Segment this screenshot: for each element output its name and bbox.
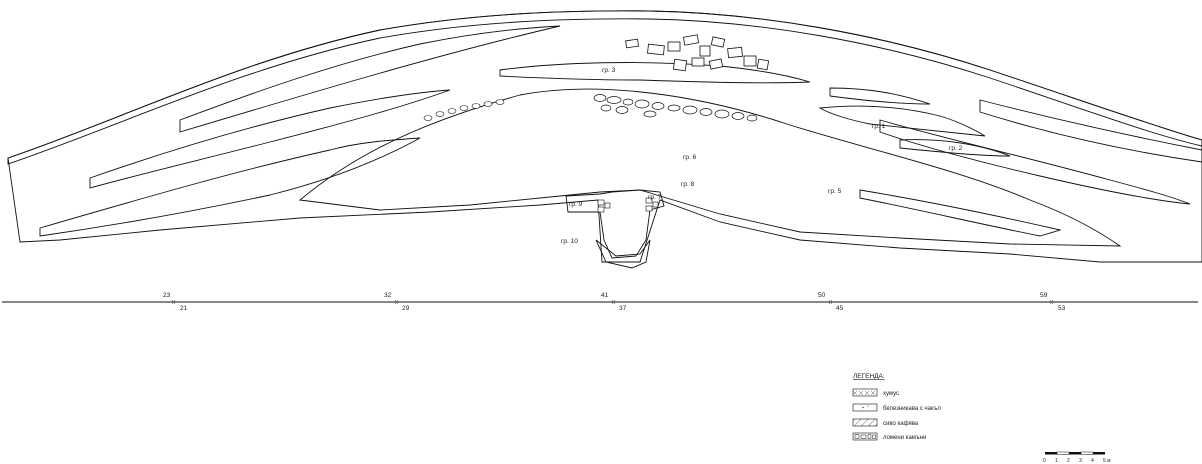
legend-label-humus: хумус	[883, 391, 899, 397]
stones-pit	[597, 197, 659, 213]
stones-top	[625, 34, 770, 72]
station-marks	[171, 299, 1054, 305]
layer-hatched-right-a	[979, 99, 1202, 163]
layer-label-gr1: гр. 1	[872, 123, 886, 130]
legend-label-gravel: белезникава с чакъл	[883, 406, 941, 412]
lens-gr1	[818, 105, 986, 137]
lens-right-top	[829, 87, 931, 105]
scale-tick-2: 2	[1067, 458, 1070, 464]
layer-hatched-streak-a	[89, 89, 451, 189]
layer-hatched-core	[298, 88, 1122, 247]
station-upper-0: 23	[163, 292, 171, 299]
layer-hatched-right-c	[859, 189, 1062, 237]
lens-gr2	[899, 139, 1011, 157]
scale-tick-4: 4	[1091, 458, 1094, 464]
station-lower-4: 53	[1058, 305, 1066, 312]
stones-left	[423, 99, 505, 121]
legend-swatch-gravel	[852, 403, 878, 412]
scale-bar: 0 1 2 3 4 5 м	[1043, 451, 1111, 464]
layer-label-gr8: гр. 8	[681, 181, 695, 188]
layer-hatched-upper-left	[179, 25, 561, 133]
layer-label-gr10: гр. 10	[561, 238, 578, 245]
legend-swatch-humus	[852, 388, 878, 397]
layer-hatched-left	[39, 137, 421, 237]
station-upper-1: 32	[384, 292, 392, 299]
legend-label-grey-brown: сиво кафява	[883, 421, 919, 427]
scale-tick-3: 3	[1079, 458, 1082, 464]
layer-label-gr7: гр. 7	[648, 194, 662, 201]
humus-crust	[7, 10, 1202, 165]
layer-label-gr5: гр. 5	[828, 188, 842, 195]
legend-title: ЛЕГЕНДА:	[853, 373, 885, 380]
station-lower-2: 37	[619, 305, 627, 312]
layer-hatched-right-b	[879, 119, 1191, 205]
scale-tick-0: 0	[1043, 458, 1046, 464]
legend-label-stones: ломени камъни	[883, 435, 926, 441]
mound-outline	[7, 10, 1202, 263]
legend-swatch-stones	[852, 432, 878, 441]
lens-gr3	[499, 62, 811, 84]
layer-label-gr9: гр. 9	[569, 201, 583, 208]
layer-label-gr2: гр. 2	[949, 145, 963, 152]
pit-hatch	[595, 239, 651, 269]
legend-swatch-grey-brown	[852, 418, 878, 427]
station-lower-0: 21	[180, 305, 188, 312]
stones-middle	[593, 94, 758, 122]
legend: ЛЕГЕНДА: хумус белезникава с чакъл сиво …	[852, 373, 941, 441]
scale-tick-5: 5 м	[1103, 458, 1111, 464]
station-upper-4: 59	[1040, 292, 1048, 299]
station-lower-1: 29	[402, 305, 410, 312]
station-upper-2: 41	[601, 292, 609, 299]
station-lower-3: 45	[836, 305, 844, 312]
layer-label-gr6: гр. 6	[683, 154, 697, 161]
scale-tick-1: 1	[1055, 458, 1058, 464]
pit-fill	[565, 189, 665, 259]
station-upper-3: 50	[818, 292, 826, 299]
layer-label-gr3: гр. 3	[602, 67, 616, 74]
